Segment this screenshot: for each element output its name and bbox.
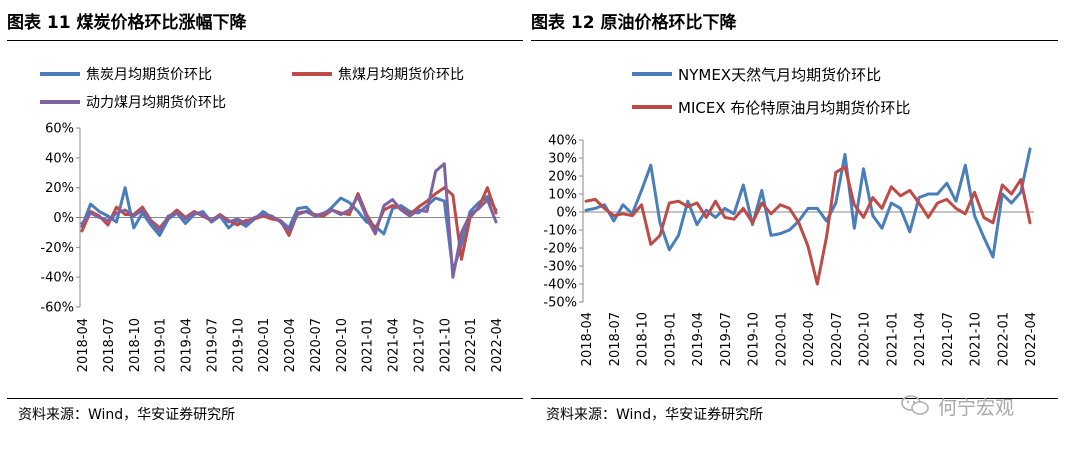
x-tick-label: 2021-01 [885,312,900,366]
y-tick-label: 0% [556,206,577,221]
y-tick-label: 20% [548,170,577,185]
y-tick-label: 0% [53,211,74,226]
x-tick-label: 2018-04 [76,318,91,372]
chart-legend: 焦炭月均期货价环比 焦煤月均期货价环比 动力煤月均期货价环比 [40,66,464,111]
x-tick-label: 2019-10 [747,312,762,366]
x-tick-label: 2018-07 [102,318,117,372]
watermark-text: 何宁宏观 [938,397,1015,419]
oil-series-line-1 [584,165,1032,286]
figure-12-title: 图表 12 原油价格环比下降 [531,13,737,33]
legend-label-thermal-coal: 动力煤月均期货价环比 [86,94,226,111]
x-tick-label: 2019-10 [231,318,246,372]
figure-12-source: 资料来源：Wind，华安证券研究所 [546,407,764,423]
y-tick-label: -10% [543,224,577,239]
x-tick-label: 2020-07 [830,312,845,366]
figure-11-title: 图表 11 煤炭价格环比涨幅下降 [7,13,247,33]
y-tick-label: -40% [40,271,74,286]
x-tick-label: 2021-04 [913,312,928,366]
x-tick-label: 2018-10 [636,312,651,366]
x-tick-label: 2022-01 [996,312,1011,366]
figure-12-top-rule [531,40,1058,41]
y-tick-label: 60% [45,122,74,137]
series-lines [80,162,498,279]
crude-oil-price-chart: NYMEX天然气月均期货价环比 MICEX 布伦特原油月均期货价环比 40% 30… [543,66,1039,366]
x-axis-ticks: 2018-04 2018-07 2018-10 2019-01 2019-04 2019-… [580,312,1039,366]
x-tick-label: 2021-01 [361,318,376,372]
y-tick-label: -60% [40,301,74,316]
x-tick-label: 2022-04 [490,318,505,372]
figure-11-source: 资料来源：Wind，华安证券研究所 [18,407,236,423]
x-tick-label: 2020-01 [774,312,789,366]
x-tick-label: 2018-07 [608,312,623,366]
oil-series-line-0 [584,147,1032,259]
wechat-icon [901,395,929,415]
series-lines [584,147,1032,286]
x-tick-label: 2021-10 [438,318,453,372]
x-tick-label: 2022-01 [464,318,479,372]
coal-price-chart: 焦炭月均期货价环比 焦煤月均期货价环比 动力煤月均期货价环比 60% 40% 20%… [40,66,505,372]
y-axis-ticks: 40% 30% 20% 10% 0% -10% -20% -30% -40% -50% [543,134,577,311]
y-tick-label: -20% [40,241,74,256]
x-tick-label: 2018-10 [128,318,143,372]
figure-12-bottom-rule [531,398,1058,399]
figure-11-top-rule [7,40,523,41]
x-tick-label: 2020-04 [802,312,817,366]
y-tick-label: 30% [548,152,577,167]
x-tick-label: 2019-07 [719,312,734,366]
x-tick-label: 2020-04 [283,318,298,372]
x-tick-label: 2020-01 [257,318,272,372]
y-tick-label: 10% [548,188,577,203]
x-tick-label: 2021-04 [387,318,402,372]
legend-label-coke: 焦炭月均期货价环比 [86,66,212,83]
coal-series-line-2 [80,162,498,279]
y-axis-ticks: 60% 40% 20% 0% -20% -40% -60% [40,122,74,316]
legend-label-coking-coal: 焦煤月均期货价环比 [338,66,464,83]
x-tick-label: 2019-04 [180,318,195,372]
x-tick-label: 2020-10 [335,318,350,372]
y-tick-label: 20% [45,181,74,196]
x-tick-label: 2018-04 [580,312,595,366]
x-tick-label: 2019-01 [663,312,678,366]
x-tick-label: 2019-01 [154,318,169,372]
x-tick-label: 2022-04 [1024,312,1039,366]
y-tick-label: 40% [548,134,577,149]
y-tick-label: 40% [45,151,74,166]
x-tick-label: 2021-07 [941,312,956,366]
x-axis-ticks: 2018-04 2018-07 2018-10 2019-01 2019-04 2019-… [76,318,505,372]
x-tick-label: 2020-10 [858,312,873,366]
x-tick-label: 2021-07 [412,318,427,372]
x-tick-label: 2020-07 [309,318,324,372]
x-tick-label: 2021-10 [969,312,984,366]
chart-legend: NYMEX天然气月均期货价环比 MICEX 布伦特原油月均期货价环比 [632,66,910,117]
legend-label-brent: MICEX 布伦特原油月均期货价环比 [678,99,910,117]
y-tick-label: -40% [543,278,577,293]
y-tick-label: -50% [543,296,577,311]
y-tick-label: -20% [543,242,577,257]
figure-11-bottom-rule [7,398,523,399]
x-tick-label: 2019-04 [691,312,706,366]
y-tick-label: -30% [543,260,577,275]
x-tick-label: 2019-07 [205,318,220,372]
legend-label-nymex-gas: NYMEX天然气月均期货价环比 [678,66,881,84]
